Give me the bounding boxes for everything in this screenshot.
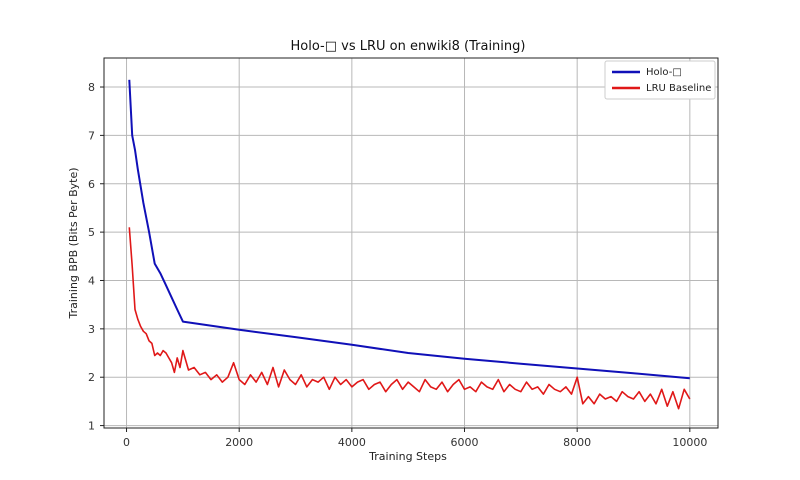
y-tick-label: 2	[88, 371, 95, 384]
x-tick-label: 10000	[672, 436, 707, 449]
x-axis-title: Training Steps	[368, 450, 447, 463]
y-axis-ticks: 1 2 3 4 5 6 7 8	[88, 81, 104, 433]
legend: Holo-□ LRU Baseline	[604, 60, 716, 100]
x-tick-label: 8000	[563, 436, 591, 449]
chart-title: Holo-□ vs LRU on enwiki8 (Training)	[291, 39, 526, 54]
x-tick-label: 0	[123, 436, 130, 449]
legend-label-holo: Holo-□	[646, 67, 682, 78]
legend-box	[604, 60, 716, 100]
series-line-holo	[128, 79, 690, 380]
x-tick-label: 4000	[338, 436, 366, 449]
y-tick-label: 6	[88, 178, 95, 191]
series-line-lru	[128, 227, 691, 410]
x-tick-label: 2000	[225, 436, 253, 449]
plot-frame	[103, 57, 719, 429]
y-tick-label: 4	[88, 274, 95, 287]
y-tick-label: 5	[88, 226, 95, 239]
x-axis-ticks: 0 2000 4000 6000 8000 10000	[123, 428, 707, 449]
x-tick-label: 6000	[451, 436, 479, 449]
y-tick-label: 3	[88, 323, 95, 336]
y-tick-label: 8	[88, 81, 95, 94]
y-tick-label: 1	[88, 420, 95, 433]
y-axis-title: Training BPB (Bits Per Byte)	[67, 167, 80, 319]
y-tick-label: 7	[88, 129, 95, 142]
series-layer	[128, 79, 691, 410]
legend-label-lru: LRU Baseline	[646, 83, 711, 94]
